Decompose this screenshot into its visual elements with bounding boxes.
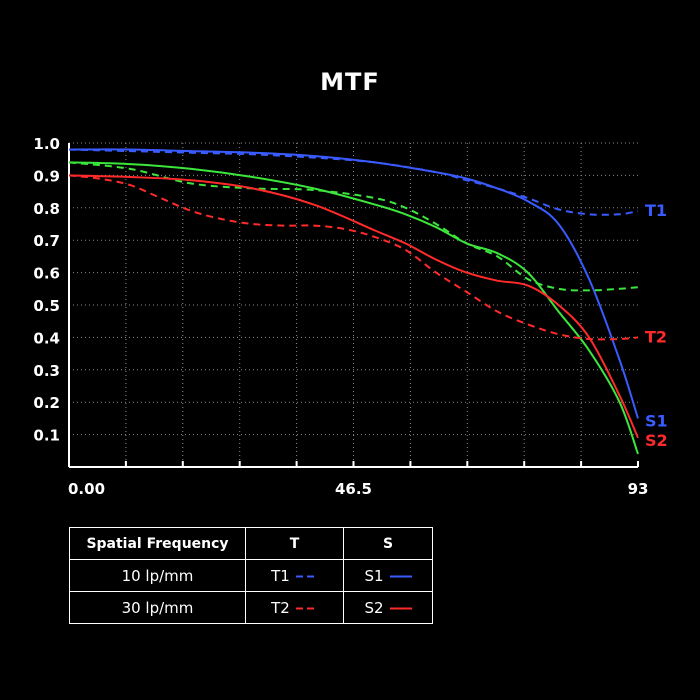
legend-row-10: 10 lp/mm T1 S1	[69, 559, 433, 592]
legend-s-label: S1	[364, 566, 384, 585]
y-tick-label: 0.3	[33, 362, 60, 380]
solid-line-swatch	[389, 575, 412, 578]
legend-t-entry: T2	[245, 591, 344, 624]
y-tick-label: 0.6	[33, 265, 60, 283]
legend-s-label: S2	[364, 598, 384, 617]
legend-header-s: S	[343, 527, 433, 560]
dashed-line-swatch	[295, 607, 318, 610]
legend-frequency: 30 lp/mm	[69, 591, 246, 624]
series-s1-line	[68, 148, 639, 419]
x-tick-label: 46.5	[335, 480, 372, 498]
legend-s-entry: S2	[343, 591, 433, 624]
y-tick-label: 0.4	[33, 329, 60, 347]
series-s3-line	[68, 161, 639, 455]
series-label-t2: T2	[645, 327, 667, 346]
series-s2-line	[68, 174, 639, 439]
legend-header-frequency: Spatial Frequency	[69, 527, 246, 560]
y-tick-label: 0.7	[33, 232, 60, 250]
series-label-s2: S2	[645, 431, 668, 450]
y-tick-label: 0.9	[33, 167, 60, 185]
legend-t-label: T1	[271, 566, 290, 585]
x-tick-label: 93	[628, 480, 649, 498]
legend-t-entry: T1	[245, 559, 344, 592]
y-tick-label: 0.2	[33, 394, 60, 412]
series-t2-line	[68, 174, 639, 341]
legend-s-entry: S1	[343, 559, 433, 592]
y-tick-label: 1.0	[33, 135, 60, 153]
series-label-s1: S1	[645, 411, 668, 430]
y-tick-label: 0.8	[33, 200, 60, 218]
dashed-line-swatch	[295, 575, 318, 578]
legend-t-label: T2	[271, 598, 290, 617]
x-tick-label: 0.00	[68, 480, 105, 498]
y-tick-label: 0.1	[33, 427, 60, 445]
legend-table: Spatial Frequency T S 10 lp/mm T1 S1 30 …	[69, 527, 433, 624]
legend-header-t: T	[245, 527, 344, 560]
legend-frequency: 10 lp/mm	[69, 559, 246, 592]
legend-header-row: Spatial Frequency T S	[69, 527, 433, 560]
solid-line-swatch	[389, 607, 412, 610]
y-tick-label: 0.5	[33, 297, 60, 315]
legend-row-30: 30 lp/mm T2 S2	[69, 591, 433, 624]
series-t3-line	[68, 161, 639, 292]
chart-title: MTF	[320, 68, 380, 96]
series-label-t1: T1	[645, 201, 667, 220]
